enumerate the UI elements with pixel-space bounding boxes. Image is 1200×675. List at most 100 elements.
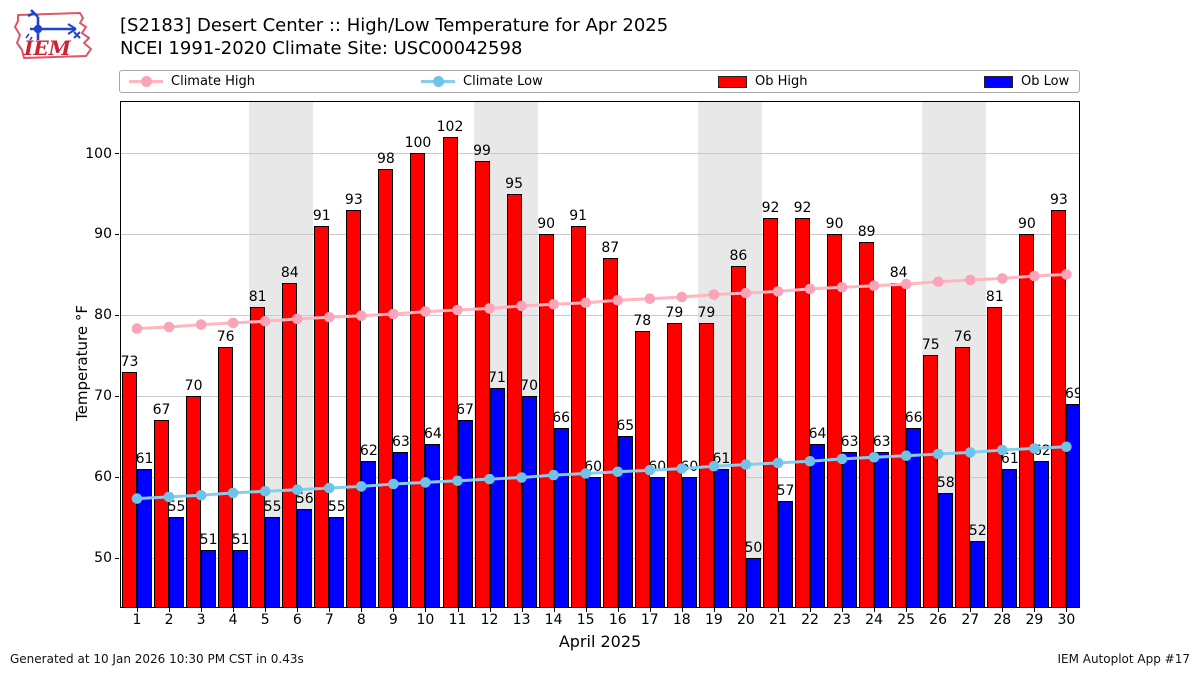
x-tick-label: 27 [961, 612, 980, 628]
climate-high-line-swatch-icon [129, 71, 163, 92]
x-tick-label: 17 [640, 612, 659, 628]
ob-low-label: 55 [167, 499, 186, 516]
ob-high-label: 81 [248, 288, 267, 305]
ob-low-label: 63 [391, 434, 410, 451]
ob-low-bar [906, 428, 922, 607]
ob-low-bar [681, 476, 697, 607]
ob-high-label: 92 [793, 199, 812, 216]
x-tick [233, 608, 235, 612]
ob-high-bar [186, 395, 202, 607]
ob-low-label: 71 [488, 369, 506, 386]
y-tick [115, 395, 119, 397]
ob-high-label: 78 [633, 313, 652, 329]
x-tick-label: 4 [228, 612, 238, 628]
ob-high-label: 90 [1017, 215, 1036, 232]
x-tick [297, 608, 299, 612]
x-tick-label: 23 [833, 612, 852, 628]
ob-low-bar [713, 468, 729, 607]
x-tick [489, 608, 491, 612]
ob-low-label: 66 [552, 410, 571, 427]
x-tick-label: 2 [164, 612, 174, 628]
x-axis-title: April 2025 [558, 632, 642, 651]
y-tick-label: 80 [94, 307, 112, 324]
ob-low-bar [233, 549, 249, 607]
ob-high-label: 84 [889, 264, 908, 281]
x-tick [970, 608, 972, 612]
legend-item-climate-low: Climate Low [421, 71, 543, 92]
ob-high-label: 99 [473, 143, 491, 160]
y-axis-title: Temperature °F [73, 305, 91, 421]
x-tick-label: 13 [512, 612, 531, 628]
ob-high-label: 84 [280, 264, 299, 281]
ob-low-swatch-icon [984, 75, 1013, 88]
ob-high-bar [1019, 233, 1035, 607]
ob-low-bar [842, 452, 858, 607]
ob-low-bar [745, 557, 761, 607]
ob-low-label: 58 [936, 474, 955, 491]
ob-high-bar [442, 136, 458, 607]
x-tick-label: 26 [929, 612, 948, 628]
y-tick-label: 50 [94, 550, 112, 567]
ob-high-bar [955, 347, 971, 607]
x-tick-label: 16 [608, 612, 627, 628]
ob-high-label: 79 [697, 304, 716, 321]
ob-low-label: 61 [712, 450, 731, 467]
climate-high-marker [997, 273, 1008, 284]
y-tick [115, 557, 119, 559]
chart-subtitle: NCEI 1991-2020 Climate Site: USC00042598 [120, 38, 523, 59]
legend: Climate High Climate Low Ob High Ob Low [119, 70, 1080, 93]
ob-high-label: 90 [537, 215, 556, 232]
ob-low-bar [297, 509, 313, 607]
ob-low-label: 63 [840, 434, 859, 451]
x-tick-label: 28 [993, 612, 1012, 628]
ob-low-bar [489, 387, 505, 607]
ob-high-bar [795, 217, 811, 607]
x-tick [361, 608, 363, 612]
ob-high-bar [859, 242, 875, 607]
x-tick-label: 8 [356, 612, 366, 628]
ob-high-bar [122, 371, 137, 607]
x-tick-label: 10 [416, 612, 435, 628]
x-tick [745, 608, 747, 612]
ob-low-label: 60 [584, 458, 603, 475]
ob-high-label: 76 [216, 329, 235, 346]
ob-low-bar [169, 517, 185, 607]
ob-high-bar [410, 153, 426, 607]
ob-high-label: 79 [665, 304, 684, 321]
ob-low-bar [585, 476, 601, 607]
ob-high-label: 70 [184, 377, 203, 394]
climate-high-marker [131, 323, 143, 334]
x-tick-label: 24 [865, 612, 884, 628]
ob-low-bar [649, 476, 665, 607]
ob-low-label: 62 [1032, 442, 1051, 459]
ob-high-label: 90 [825, 215, 844, 232]
x-tick [457, 608, 459, 612]
app-credit: IEM Autoplot App #17 [1057, 652, 1190, 666]
ob-high-label: 93 [1050, 191, 1068, 208]
ob-high-bar [314, 225, 330, 607]
climate-high-marker [195, 319, 207, 330]
x-tick [265, 608, 267, 612]
x-tick-label: 30 [1057, 612, 1076, 628]
ob-high-label: 95 [505, 175, 524, 192]
y-tick [115, 476, 119, 478]
x-tick [906, 608, 908, 612]
ob-low-label: 70 [520, 377, 539, 394]
ob-high-bar [730, 266, 746, 607]
ob-high-bar [763, 217, 778, 607]
y-tick-label: 100 [85, 145, 112, 162]
x-tick-label: 14 [544, 612, 563, 628]
x-tick [617, 608, 619, 612]
ob-low-bar [874, 452, 890, 607]
ob-low-bar [265, 517, 281, 607]
ob-low-label: 60 [680, 458, 699, 475]
ob-low-label: 61 [1000, 450, 1019, 467]
x-tick [521, 608, 523, 612]
legend-item-climate-high: Climate High [129, 71, 255, 92]
legend-label: Climate High [171, 74, 256, 89]
ob-high-label: 76 [953, 329, 972, 346]
x-tick-label: 6 [292, 612, 302, 628]
ob-high-label: 92 [761, 199, 780, 216]
climate-low-line-swatch-icon [421, 71, 455, 92]
